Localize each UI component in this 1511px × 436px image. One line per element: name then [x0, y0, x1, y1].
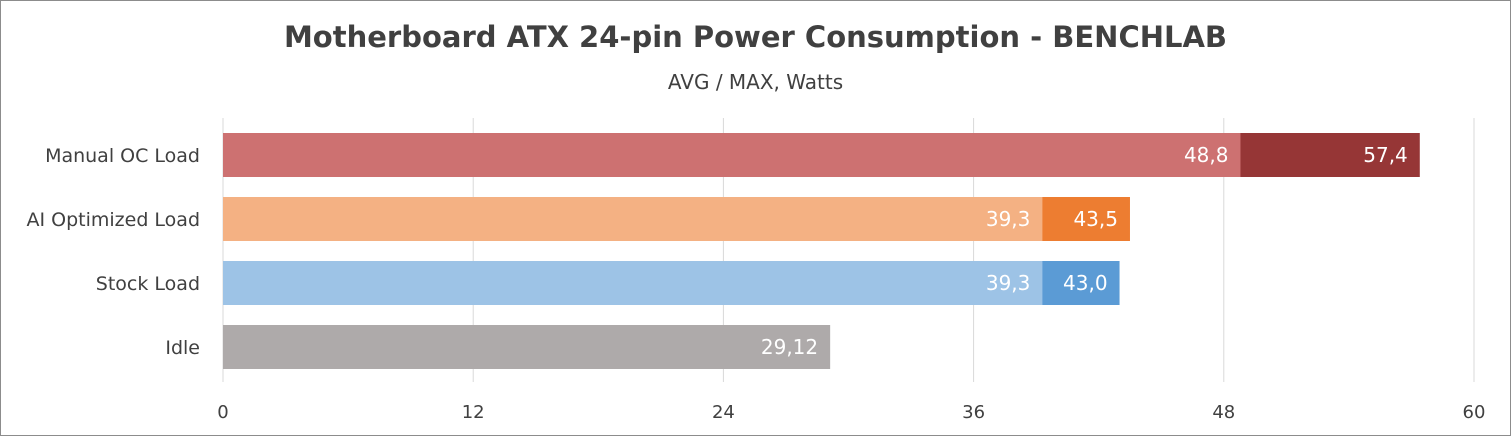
x-tick-label: 36 [962, 402, 985, 423]
data-label-max: 43,5 [1073, 207, 1118, 231]
x-tick-label: 0 [217, 402, 228, 423]
bar-avg [223, 197, 1043, 241]
category-label: Stock Load [96, 273, 200, 295]
chart-title: Motherboard ATX 24-pin Power Consumption… [283, 20, 1228, 54]
x-tick-label: 60 [1463, 402, 1486, 423]
data-label-avg: 39,3 [986, 207, 1031, 231]
data-label-avg: 48,8 [1184, 143, 1229, 167]
category-label: Idle [165, 337, 200, 359]
x-tick-label: 48 [1212, 402, 1235, 423]
bar-avg [223, 261, 1043, 305]
x-tick-label: 12 [462, 402, 485, 423]
bar-avg [223, 133, 1241, 177]
data-label-avg: 39,3 [986, 271, 1031, 295]
category-label: Manual OC Load [45, 145, 200, 167]
data-label-avg: 29,12 [761, 335, 818, 359]
data-label-max: 43,0 [1063, 271, 1108, 295]
x-tick-label: 24 [712, 402, 735, 423]
chart-subtitle: AVG / MAX, Watts [667, 70, 844, 94]
data-label-max: 57,4 [1363, 143, 1408, 167]
category-label: AI Optimized Load [26, 209, 200, 231]
bar-avg [223, 325, 831, 369]
